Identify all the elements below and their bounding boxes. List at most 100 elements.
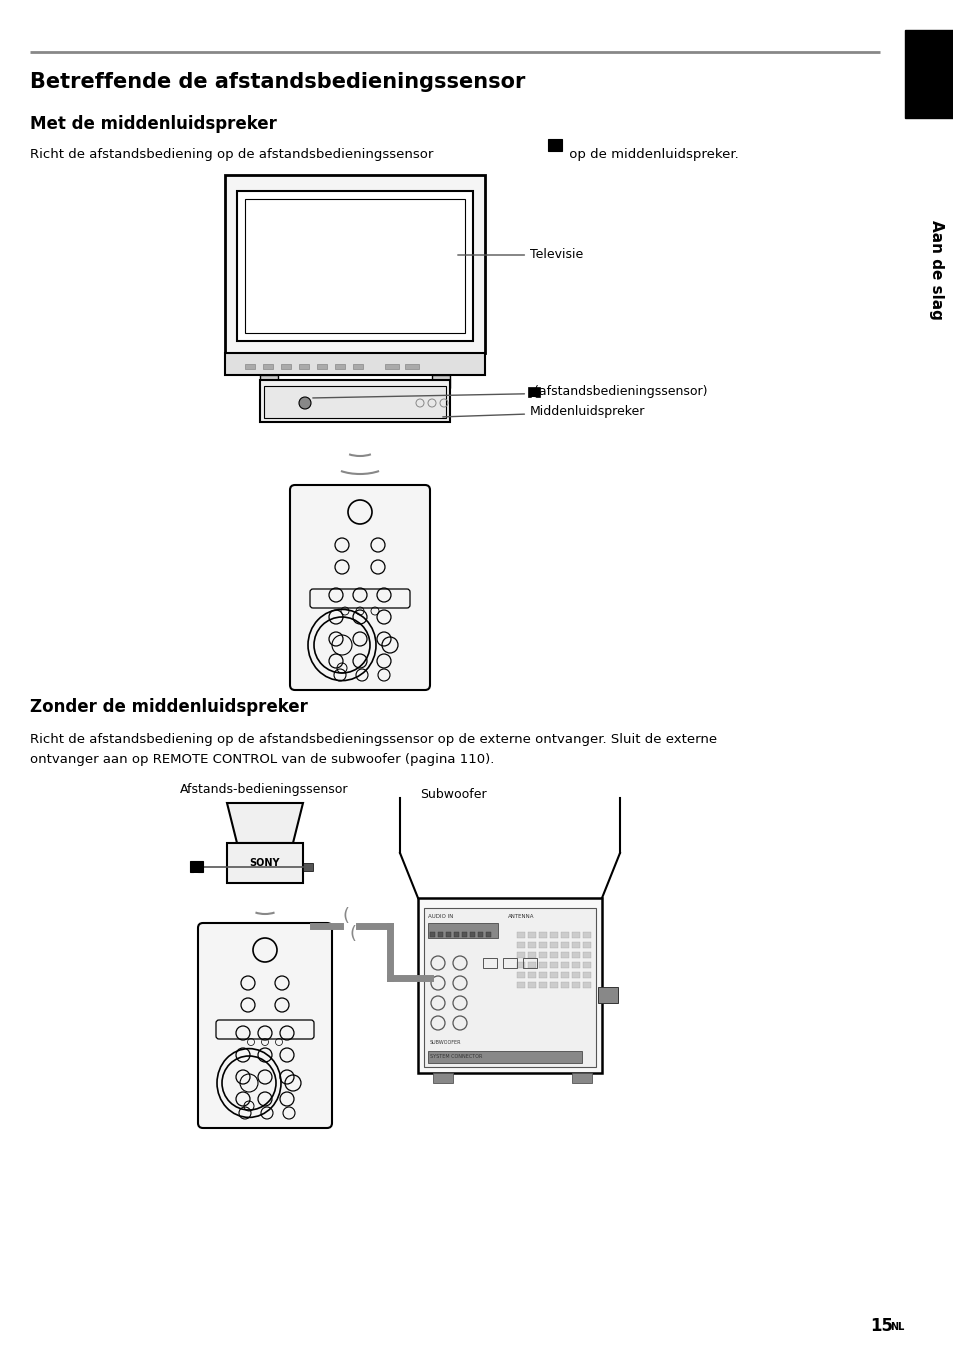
Text: SUBWOOFER: SUBWOOFER — [430, 1041, 461, 1045]
Text: AUDIO IN: AUDIO IN — [428, 914, 453, 918]
Bar — [572, 932, 579, 938]
Bar — [517, 972, 524, 977]
Bar — [517, 982, 524, 988]
Bar — [550, 952, 558, 959]
Text: (: ( — [349, 925, 356, 942]
Bar — [550, 932, 558, 938]
Text: R: R — [193, 872, 199, 882]
Text: Middenluidspreker: Middenluidspreker — [442, 406, 644, 419]
Bar — [560, 963, 568, 968]
Bar — [527, 972, 536, 977]
Bar — [538, 972, 546, 977]
Bar — [550, 942, 558, 948]
Bar — [263, 364, 273, 369]
Bar — [517, 932, 524, 938]
Bar — [432, 375, 450, 388]
Bar — [417, 898, 601, 1073]
Bar — [298, 364, 309, 369]
FancyBboxPatch shape — [527, 387, 539, 397]
Bar — [428, 1051, 581, 1063]
Bar — [560, 952, 568, 959]
Text: ontvanger aan op REMOTE CONTROL van de subwoofer (pagina 110).: ontvanger aan op REMOTE CONTROL van de s… — [30, 753, 494, 767]
Text: SONY: SONY — [250, 859, 280, 868]
Text: Betreffende de afstandsbedieningssensor: Betreffende de afstandsbedieningssensor — [30, 72, 525, 92]
Bar — [227, 844, 303, 883]
Bar — [264, 387, 446, 418]
Bar — [477, 932, 482, 937]
Bar — [560, 942, 568, 948]
Bar — [572, 942, 579, 948]
Bar — [461, 932, 467, 937]
Bar — [260, 380, 450, 422]
Bar — [353, 364, 363, 369]
Bar — [517, 942, 524, 948]
Bar — [904, 30, 953, 118]
Text: ANTENNA: ANTENNA — [507, 914, 534, 918]
FancyBboxPatch shape — [290, 485, 430, 690]
Bar — [245, 199, 464, 333]
Text: Richt de afstandsbediening op de afstandsbedieningssensor op de externe ontvange: Richt de afstandsbediening op de afstand… — [30, 733, 717, 746]
Polygon shape — [227, 803, 303, 844]
Text: Richt de afstandsbediening op de afstandsbedieningssensor: Richt de afstandsbediening op de afstand… — [30, 147, 433, 161]
Bar — [482, 959, 497, 968]
Bar — [236, 191, 473, 341]
FancyBboxPatch shape — [547, 139, 561, 151]
Bar — [572, 982, 579, 988]
Bar — [245, 364, 254, 369]
Bar — [582, 932, 590, 938]
Bar — [517, 963, 524, 968]
FancyBboxPatch shape — [190, 861, 203, 872]
Bar — [550, 972, 558, 977]
Bar — [527, 932, 536, 938]
Bar — [260, 375, 277, 388]
Bar — [428, 923, 497, 938]
Bar — [560, 972, 568, 977]
Text: op de middenluidspreker.: op de middenluidspreker. — [564, 147, 738, 161]
Bar — [522, 959, 537, 968]
Text: Afstands-bedieningssensor: Afstands-bedieningssensor — [180, 783, 348, 796]
Bar — [572, 952, 579, 959]
Bar — [527, 942, 536, 948]
Bar — [437, 932, 442, 937]
Bar — [303, 863, 313, 871]
Text: Aan de slag: Aan de slag — [928, 220, 943, 320]
Text: NL: NL — [889, 1322, 903, 1332]
Bar — [560, 982, 568, 988]
Bar — [550, 982, 558, 988]
Bar — [550, 963, 558, 968]
Bar — [572, 963, 579, 968]
Bar — [538, 942, 546, 948]
Text: (: ( — [342, 907, 349, 925]
Circle shape — [298, 397, 311, 410]
Text: 15: 15 — [869, 1317, 892, 1334]
Bar — [423, 909, 596, 1067]
Bar — [225, 353, 484, 375]
Bar — [335, 364, 345, 369]
Bar — [582, 942, 590, 948]
Bar — [527, 963, 536, 968]
Text: R: R — [530, 397, 537, 407]
Bar — [502, 959, 517, 968]
Bar — [470, 932, 475, 937]
Bar — [454, 932, 458, 937]
Bar — [517, 952, 524, 959]
Bar — [527, 982, 536, 988]
Text: Zonder de middenluidspreker: Zonder de middenluidspreker — [30, 698, 308, 717]
Bar — [582, 972, 590, 977]
Bar — [433, 1073, 453, 1083]
Text: R: R — [551, 153, 558, 164]
Bar — [560, 932, 568, 938]
Bar — [446, 932, 451, 937]
Bar — [538, 982, 546, 988]
Text: (afstandsbedieningssensor): (afstandsbedieningssensor) — [313, 385, 707, 399]
Bar — [485, 932, 491, 937]
Bar — [538, 952, 546, 959]
Bar — [582, 982, 590, 988]
Text: SYSTEM CONNECTOR: SYSTEM CONNECTOR — [430, 1053, 482, 1059]
Bar — [527, 952, 536, 959]
Bar — [225, 174, 484, 353]
Bar — [582, 952, 590, 959]
Text: Met de middenluidspreker: Met de middenluidspreker — [30, 115, 276, 132]
Text: Televisie: Televisie — [457, 249, 582, 261]
Bar — [385, 364, 398, 369]
